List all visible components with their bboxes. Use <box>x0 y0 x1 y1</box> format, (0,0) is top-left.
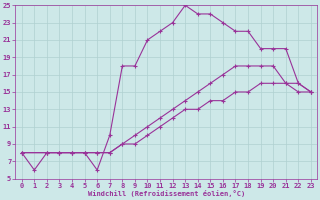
X-axis label: Windchill (Refroidissement éolien,°C): Windchill (Refroidissement éolien,°C) <box>88 190 245 197</box>
